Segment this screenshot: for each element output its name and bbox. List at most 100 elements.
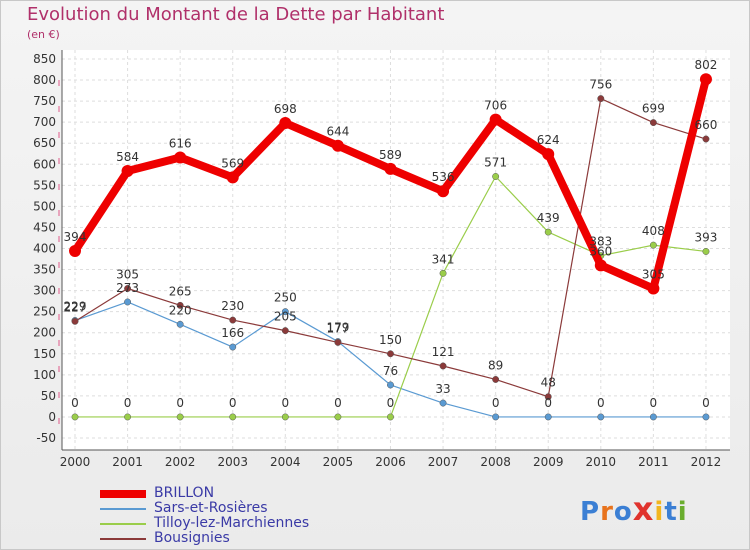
data-label: 569 bbox=[221, 156, 244, 170]
data-label: 0 bbox=[650, 396, 658, 410]
y-tick-label: 250 bbox=[33, 305, 56, 319]
data-label: 0 bbox=[124, 396, 132, 410]
data-point bbox=[437, 185, 450, 198]
x-tick-label: 2009 bbox=[533, 455, 564, 469]
data-label: 0 bbox=[176, 396, 184, 410]
data-point bbox=[542, 148, 555, 161]
data-label: 802 bbox=[695, 58, 718, 72]
data-point bbox=[597, 95, 605, 103]
data-point bbox=[597, 413, 605, 421]
x-tick-label: 2011 bbox=[638, 455, 669, 469]
y-tick-label: -50 bbox=[36, 431, 56, 445]
data-label: 48 bbox=[541, 376, 556, 390]
data-label: 383 bbox=[589, 235, 612, 249]
data-label: 33 bbox=[435, 382, 450, 396]
y-tick-label: 50 bbox=[41, 389, 56, 403]
y-tick-label: 300 bbox=[33, 284, 56, 298]
x-tick-label: 2010 bbox=[586, 455, 617, 469]
data-point bbox=[281, 327, 289, 335]
y-tick-label: 500 bbox=[33, 199, 56, 213]
data-point bbox=[176, 413, 184, 421]
data-label: 439 bbox=[537, 211, 560, 225]
data-label-layer: 394 584 616 569 698 644 589 536 706 624 360 305 802 2… bbox=[64, 58, 718, 410]
data-point bbox=[331, 139, 344, 152]
data-label: 0 bbox=[229, 396, 237, 410]
data-point bbox=[69, 245, 81, 258]
x-tick-label: 2003 bbox=[217, 455, 248, 469]
data-label: 536 bbox=[432, 170, 455, 184]
data-label: 150 bbox=[379, 333, 402, 347]
data-label: 230 bbox=[221, 299, 244, 313]
data-label: 756 bbox=[589, 78, 612, 92]
data-point bbox=[384, 162, 397, 175]
legend-label: Tilloy-lez-Marchiennes bbox=[154, 515, 310, 531]
data-label: 616 bbox=[169, 137, 192, 151]
x-tick-label: 2008 bbox=[480, 455, 511, 469]
x-tick-label: 2012 bbox=[691, 455, 722, 469]
data-label: 0 bbox=[281, 396, 289, 410]
y-tick-label: 750 bbox=[33, 94, 56, 108]
data-point bbox=[702, 135, 710, 143]
data-label: 589 bbox=[379, 148, 402, 162]
data-label: 698 bbox=[274, 102, 297, 116]
data-label: 644 bbox=[326, 125, 349, 139]
data-label: 305 bbox=[116, 268, 139, 282]
x-tick-label: 2004 bbox=[270, 455, 301, 469]
data-label: 121 bbox=[432, 345, 455, 359]
plot-area bbox=[62, 50, 730, 450]
data-label: 0 bbox=[387, 396, 395, 410]
y-tick-label: 700 bbox=[33, 115, 56, 129]
legend-item: Sars-et-Rosières bbox=[100, 501, 309, 516]
y-tick-label: 0 bbox=[48, 410, 56, 424]
data-label: 0 bbox=[334, 396, 342, 410]
data-label: 699 bbox=[642, 102, 665, 116]
data-label: 250 bbox=[274, 291, 297, 305]
legend-item: Tilloy-lez-Marchiennes bbox=[100, 516, 309, 531]
x-tick-label: 2006 bbox=[375, 455, 406, 469]
data-point bbox=[71, 317, 79, 325]
data-point bbox=[226, 171, 239, 184]
legend-swatch bbox=[100, 537, 146, 540]
y-tick-label: 650 bbox=[33, 136, 56, 150]
data-label: 227 bbox=[64, 300, 87, 314]
data-point bbox=[176, 301, 184, 309]
chart-title: Evolution du Montant de la Dette par Hab… bbox=[27, 4, 445, 25]
data-point bbox=[492, 376, 500, 383]
data-point bbox=[439, 269, 447, 277]
data-point bbox=[649, 241, 657, 249]
data-point bbox=[71, 413, 79, 421]
data-label: 177 bbox=[326, 321, 349, 335]
data-label: 305 bbox=[642, 268, 665, 282]
data-point bbox=[124, 285, 132, 292]
grid bbox=[62, 50, 730, 450]
data-point bbox=[387, 413, 394, 421]
data-point bbox=[334, 338, 342, 346]
data-point bbox=[281, 308, 289, 316]
y-tick-label: 550 bbox=[33, 178, 56, 192]
data-point bbox=[649, 119, 657, 127]
x-tick-label: 2002 bbox=[165, 455, 196, 469]
legend-item: Bousignies bbox=[100, 531, 309, 546]
data-point bbox=[334, 413, 342, 421]
data-label: 179 bbox=[326, 321, 349, 335]
legend-label: BRILLON bbox=[154, 485, 215, 501]
data-point bbox=[492, 413, 500, 421]
legend-swatch bbox=[100, 489, 146, 498]
legend-label: Bousignies bbox=[154, 530, 230, 546]
data-label: 76 bbox=[383, 364, 398, 378]
data-label: 706 bbox=[484, 99, 507, 113]
data-label: 341 bbox=[432, 252, 455, 266]
data-point bbox=[176, 320, 184, 328]
legend-label: Sars-et-Rosières bbox=[154, 500, 268, 516]
data-label: 229 bbox=[64, 300, 87, 314]
y-tick-label: 400 bbox=[33, 242, 56, 256]
data-label: 393 bbox=[695, 230, 718, 244]
axes: -50 0 50 100 150 200 250 300 350 400 450 500 550 600 6… bbox=[33, 50, 730, 469]
y-tick-label: 150 bbox=[33, 347, 56, 361]
y-tick-label: 600 bbox=[33, 157, 56, 171]
y-tick-label: 200 bbox=[33, 326, 56, 340]
y-tick-label: 100 bbox=[33, 368, 56, 382]
series-layer bbox=[69, 73, 712, 421]
data-label: 0 bbox=[702, 396, 710, 410]
